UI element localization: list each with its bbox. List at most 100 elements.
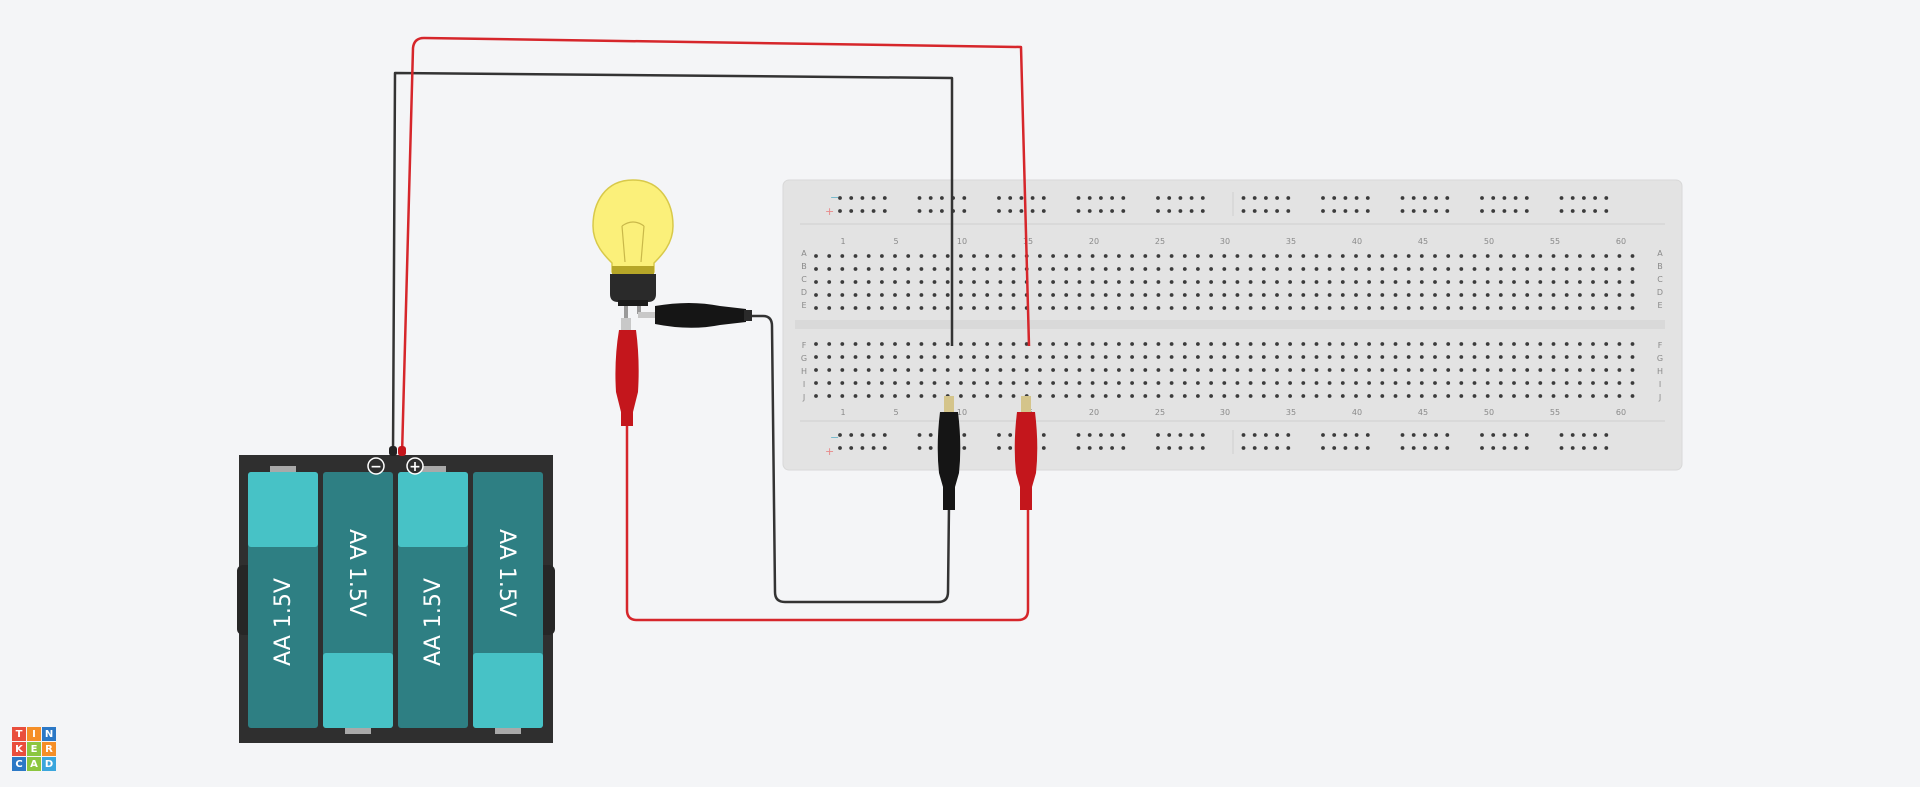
rail-hole[interactable] [1604,433,1609,437]
rail-hole[interactable] [1087,209,1092,213]
breadboard-hole[interactable] [1196,267,1200,271]
breadboard-hole[interactable] [1301,368,1306,372]
breadboard-hole[interactable] [985,267,990,271]
breadboard-hole[interactable] [945,342,950,346]
breadboard-hole[interactable] [1209,394,1213,398]
breadboard-hole[interactable] [1314,355,1319,359]
breadboard-hole[interactable] [1064,306,1069,310]
rail-hole[interactable] [1110,433,1114,437]
rail-hole[interactable] [838,196,842,200]
breadboard-hole[interactable] [853,306,858,310]
breadboard-hole[interactable] [1485,368,1490,372]
breadboard-hole[interactable] [919,381,924,385]
rail-hole[interactable] [1593,433,1597,437]
breadboard-hole[interactable] [1551,306,1556,310]
breadboard-hole[interactable] [972,267,976,271]
breadboard-hole[interactable] [1446,254,1451,258]
breadboard-hole[interactable] [1011,381,1016,385]
breadboard-hole[interactable] [1064,342,1069,346]
breadboard-hole[interactable] [1182,306,1187,310]
rail-hole[interactable] [1502,433,1507,437]
breadboard-hole[interactable] [1604,267,1609,271]
breadboard-hole[interactable] [1630,355,1635,359]
breadboard-hole[interactable] [1551,381,1556,385]
breadboard-hole[interactable] [1380,306,1385,310]
rail-hole[interactable] [1434,209,1438,213]
breadboard-hole[interactable] [1472,394,1477,398]
breadboard-hole[interactable] [1459,280,1464,284]
breadboard-hole[interactable] [1288,394,1292,398]
rail-hole[interactable] [1423,433,1427,437]
breadboard-hole[interactable] [1459,368,1464,372]
breadboard-hole[interactable] [1538,368,1543,372]
breadboard-hole[interactable] [893,306,897,310]
rail-hole[interactable] [882,209,887,213]
breadboard-hole[interactable] [1038,381,1042,385]
breadboard-hole[interactable] [919,342,924,346]
breadboard-hole[interactable] [1051,293,1055,297]
breadboard-hole[interactable] [1433,381,1437,385]
rail-hole[interactable] [1041,446,1046,450]
breadboard-hole[interactable] [827,306,832,310]
breadboard-hole[interactable] [1248,394,1253,398]
breadboard-hole[interactable] [1525,342,1530,346]
breadboard-hole[interactable] [1525,267,1530,271]
rail-hole[interactable] [1041,433,1046,437]
rail-hole[interactable] [1156,196,1160,200]
breadboard-hole[interactable] [1143,306,1148,310]
breadboard-hole[interactable] [1340,355,1345,359]
breadboard-hole[interactable] [1275,368,1279,372]
rail-hole[interactable] [1156,433,1160,437]
breadboard-hole[interactable] [814,267,818,271]
rail-hole[interactable] [1030,209,1035,213]
breadboard-hole[interactable] [1380,280,1385,284]
breadboard-hole[interactable] [1090,355,1095,359]
breadboard-hole[interactable] [1090,342,1095,346]
breadboard-hole[interactable] [1485,280,1490,284]
rail-hole[interactable] [1321,196,1325,200]
breadboard-hole[interactable] [998,355,1003,359]
breadboard-hole[interactable] [1380,342,1385,346]
breadboard-hole[interactable] [1222,254,1227,258]
breadboard-hole[interactable] [906,355,911,359]
breadboard-hole[interactable] [1209,342,1213,346]
breadboard-hole[interactable] [853,394,858,398]
breadboard-hole[interactable] [1433,254,1437,258]
breadboard-hole[interactable] [906,368,911,372]
rail-hole[interactable] [1559,209,1564,213]
breadboard-hole[interactable] [1354,280,1358,284]
bulb-terminal-left[interactable] [624,306,628,326]
breadboard-hole[interactable] [1433,342,1437,346]
breadboard-hole[interactable] [1314,306,1319,310]
breadboard-hole[interactable] [1103,381,1108,385]
rail-hole[interactable] [928,196,933,200]
rail-hole[interactable] [849,446,854,450]
breadboard-hole[interactable] [1156,355,1161,359]
rail-hole[interactable] [1502,209,1507,213]
breadboard-hole[interactable] [893,254,897,258]
breadboard-hole[interactable] [1051,254,1055,258]
breadboard-hole[interactable] [1327,368,1332,372]
rail-hole[interactable] [1570,196,1575,200]
breadboard-hole[interactable] [1564,267,1569,271]
breadboard-hole[interactable] [1169,267,1174,271]
breadboard-hole[interactable] [1182,342,1187,346]
battery-minus-terminal[interactable] [367,457,385,475]
breadboard-hole[interactable] [853,381,858,385]
breadboard-hole[interactable] [1446,381,1451,385]
breadboard-hole[interactable] [1327,342,1332,346]
breadboard-hole[interactable] [1064,368,1069,372]
breadboard-hole[interactable] [1077,254,1082,258]
breadboard-hole[interactable] [1472,342,1477,346]
breadboard-hole[interactable] [1512,267,1516,271]
rail-hole[interactable] [838,446,842,450]
breadboard-hole[interactable] [1288,381,1292,385]
breadboard-hole[interactable] [1209,254,1213,258]
breadboard-hole[interactable] [1406,342,1411,346]
breadboard-hole[interactable] [1077,267,1082,271]
breadboard-hole[interactable] [1064,394,1069,398]
breadboard-hole[interactable] [1354,293,1358,297]
breadboard-hole[interactable] [853,254,858,258]
breadboard-hole[interactable] [1143,342,1148,346]
breadboard-hole[interactable] [1209,381,1213,385]
